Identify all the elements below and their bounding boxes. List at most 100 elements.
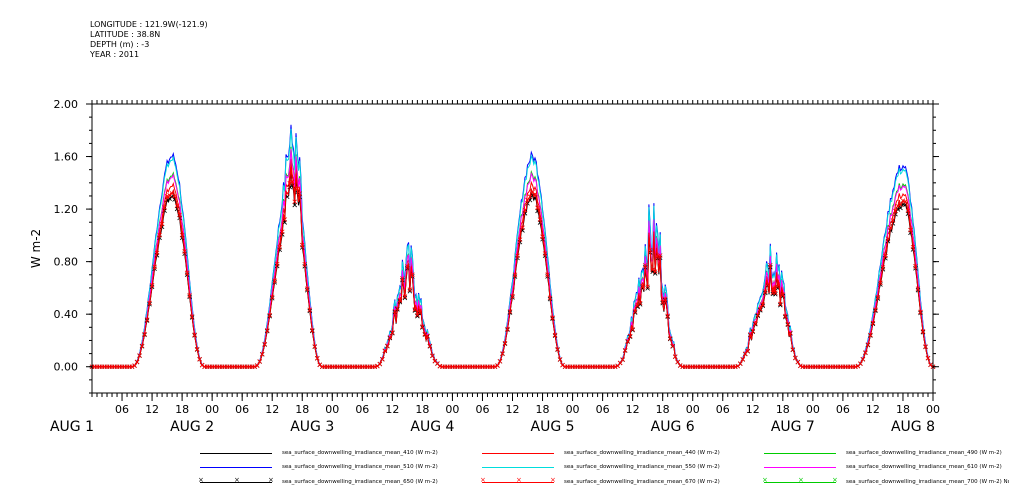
series-marker (773, 290, 778, 296)
x-tick-label: 18 (656, 403, 670, 416)
series-marker (282, 217, 288, 222)
day-label: AUG 7 (771, 419, 815, 435)
series-marker (154, 250, 160, 256)
legend-swatch (200, 453, 272, 454)
series-marker (307, 307, 313, 313)
x-tick-label: 00 (325, 403, 339, 416)
legend-swatch (482, 453, 554, 454)
series-marker (780, 292, 786, 298)
legend-label: sea_surface_downwelling_irradiance_mean_… (846, 479, 1009, 485)
day-label: AUG 2 (170, 419, 214, 435)
series-marker (875, 294, 881, 300)
series-marker (522, 207, 528, 213)
x-tick-label: 12 (385, 403, 399, 416)
legend-swatch (200, 482, 272, 483)
x-tick-label: 00 (566, 403, 580, 416)
series-marker (422, 331, 428, 337)
series-line (92, 148, 934, 368)
series-marker (299, 242, 305, 248)
x-tick-label: 18 (896, 403, 910, 416)
legend-marker: × (550, 476, 556, 484)
legend-marker: × (516, 476, 522, 484)
series-marker (870, 320, 876, 326)
series-marker (622, 347, 628, 353)
series-marker (194, 346, 200, 352)
series-marker (928, 362, 933, 368)
series-marker (407, 287, 413, 292)
series-marker (152, 264, 157, 270)
x-tick-label: 06 (115, 403, 129, 416)
series-marker (785, 321, 791, 327)
series-marker (798, 363, 803, 369)
year-label: YEAR : 2011 (90, 50, 140, 59)
series-marker (755, 312, 761, 318)
series-marker (427, 343, 433, 349)
series-marker (652, 269, 658, 274)
x-tick-label: 06 (716, 403, 730, 416)
series-marker (647, 247, 653, 253)
series-marker (182, 249, 187, 254)
series-marker (650, 267, 655, 273)
x-tick-label: 18 (175, 403, 189, 416)
x-tick-label: 18 (415, 403, 429, 416)
x-tick-label: 06 (836, 403, 850, 416)
series-marker (517, 237, 523, 242)
legend-marker: × (832, 476, 838, 484)
series-marker (542, 251, 548, 256)
series-marker (880, 265, 886, 270)
series-marker (898, 202, 903, 208)
y-tick-label: 2.00 (54, 98, 79, 111)
series-marker (913, 264, 918, 269)
series-line (92, 146, 934, 368)
series-marker (132, 363, 137, 368)
series-marker (405, 264, 410, 269)
legend-marker: × (798, 476, 804, 484)
series-marker (507, 309, 513, 314)
legend-marker: × (234, 476, 240, 484)
x-tick-label: 00 (686, 403, 700, 416)
x-tick-label: 06 (235, 403, 249, 416)
series-marker (612, 364, 618, 370)
day-label: AUG 4 (410, 419, 454, 435)
series-marker (773, 291, 778, 297)
series-marker (667, 336, 673, 341)
series-marker (259, 351, 265, 357)
series-marker (525, 197, 530, 203)
series-marker (763, 289, 768, 294)
series-marker (920, 329, 926, 334)
series-marker (740, 357, 746, 362)
series-marker (560, 362, 565, 368)
series-marker (637, 302, 643, 307)
legend-label: sea_surface_downwelling_irradiance_mean_… (282, 464, 438, 470)
series-marker (760, 302, 766, 307)
x-tick-label: 06 (355, 403, 369, 416)
legend-label: sea_surface_downwelling_irradiance_mean_… (282, 479, 438, 485)
legend-label: sea_surface_downwelling_irradiance_mean_… (282, 450, 438, 456)
legend-swatch (764, 482, 836, 483)
series-marker (540, 234, 545, 239)
x-tick-label: 12 (626, 403, 640, 416)
series-marker (192, 332, 197, 338)
day-label: AUG 8 (891, 419, 935, 435)
series-marker (677, 363, 683, 368)
series-marker (665, 313, 670, 319)
series-marker (505, 326, 510, 332)
series-marker (535, 205, 540, 211)
series-marker (748, 332, 753, 337)
series-marker (302, 261, 308, 267)
legend-label: sea_surface_downwelling_irradiance_mean_… (564, 450, 720, 456)
series-marker (645, 284, 650, 290)
series-marker (159, 221, 165, 227)
y-tick-label: 0.40 (54, 308, 79, 321)
legend-swatch (200, 467, 272, 468)
series-marker (893, 208, 898, 214)
series-marker (262, 341, 267, 347)
series-marker (888, 225, 893, 230)
series-marker (620, 357, 625, 362)
x-tick-label: 00 (926, 403, 940, 416)
x-tick-label: 18 (536, 403, 550, 416)
x-tick-label: 12 (746, 403, 760, 416)
series-marker (407, 288, 413, 294)
series-marker (537, 217, 543, 222)
